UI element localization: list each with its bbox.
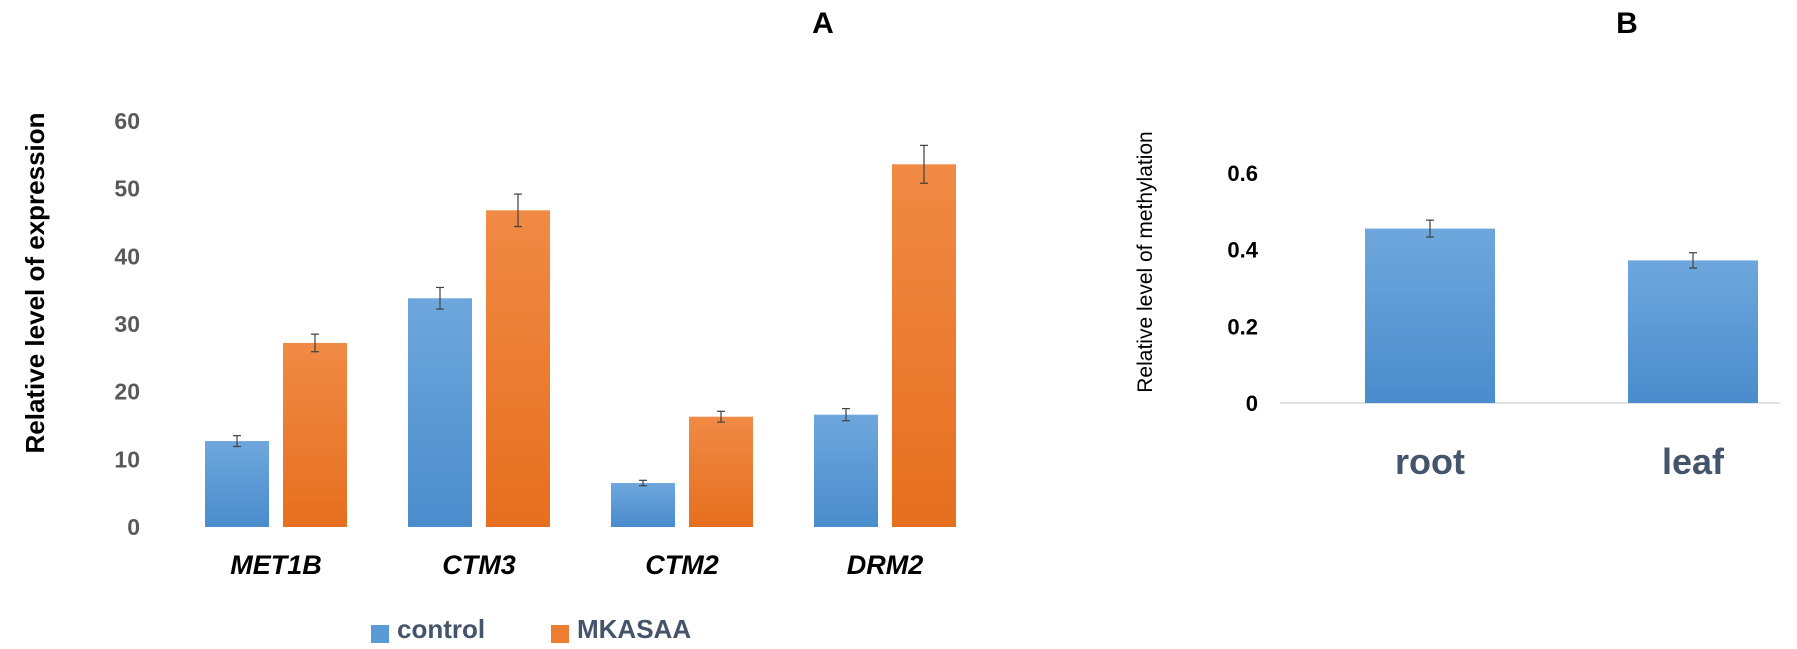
panel-b-label: B [1616, 7, 1638, 40]
chart-panel-a: A Relative level of expression 0 10 20 30 40… [20, 7, 956, 644]
error-bar-mkasaa-met1b [311, 333, 319, 353]
x-category-ctm2: CTM2 [645, 550, 719, 580]
panel-a-y-tick-label: 0 [127, 514, 140, 540]
panel-a-y-tick-label: 10 [114, 446, 140, 472]
bar-control-ctm2 [611, 483, 675, 527]
error-bar-mkasaa-ctm2 [717, 410, 725, 423]
x-category-drm2: DRM2 [847, 550, 924, 580]
error-bar-control-ctm2 [639, 479, 647, 487]
error-bar-control-drm2 [842, 407, 850, 422]
panel-b-y-tick-label: 0.6 [1227, 161, 1258, 186]
bar-control-drm2 [814, 414, 878, 527]
panel-a-y-ticks: 0 10 20 30 40 50 60 [114, 108, 140, 540]
legend: control MKASAA [371, 614, 691, 644]
legend-swatch-mkasaa [551, 625, 569, 643]
error-bar-control-met1b [233, 435, 241, 448]
panel-b-y-axis-label: Relative level of methylation [1134, 131, 1157, 392]
x-category-leaf: leaf [1662, 441, 1725, 482]
x-category-root: root [1395, 441, 1465, 482]
panel-a-y-tick-label: 50 [114, 176, 140, 202]
bar-mkasaa-ctm3 [486, 210, 550, 527]
legend-swatch-control [371, 625, 389, 643]
bar-control-met1b [205, 441, 269, 527]
bar-mkasaa-met1b [283, 342, 347, 527]
bar-root [1365, 228, 1495, 403]
panel-b-bars [1365, 228, 1758, 403]
panel-a-categories: MET1B CTM3 CTM2 DRM2 [230, 550, 923, 580]
panel-a-y-tick-label: 20 [114, 379, 140, 405]
bar-mkasaa-ctm2 [689, 416, 753, 527]
legend-label-control: control [397, 614, 485, 644]
bar-leaf [1628, 260, 1758, 403]
panel-b-categories: root leaf [1395, 441, 1725, 482]
error-bar-root [1426, 219, 1434, 238]
error-bar-control-ctm3 [436, 286, 444, 310]
legend-label-mkasaa: MKASAA [577, 614, 691, 644]
panel-a-y-tick-label: 40 [114, 243, 140, 269]
error-bar-mkasaa-drm2 [920, 144, 928, 184]
panel-b-y-tick-label: 0.4 [1227, 238, 1258, 263]
panel-a-y-tick-label: 60 [114, 108, 140, 134]
panel-b-y-ticks: 0 0.2 0.4 0.6 [1227, 161, 1258, 416]
error-bar-leaf [1689, 252, 1697, 269]
panel-a-y-axis-label: Relative level of expression [20, 112, 50, 453]
panel-b-y-tick-label: 0.2 [1227, 314, 1258, 339]
x-category-met1b: MET1B [230, 550, 322, 580]
error-bar-mkasaa-ctm3 [514, 193, 522, 228]
panel-a-bars [205, 164, 956, 527]
chart-panel-b: B Relative level of methylation 00.20.40… [1134, 7, 1780, 482]
panel-b-y-tick-label: 0 [1246, 391, 1258, 416]
panel-a-label: A [812, 7, 834, 40]
panel-a-y-tick-label: 30 [114, 311, 140, 337]
panel-b-error-bars [1426, 219, 1697, 269]
x-category-ctm3: CTM3 [442, 550, 516, 580]
bar-control-ctm3 [408, 298, 472, 527]
panel-a-error-bars [233, 144, 928, 487]
bar-mkasaa-drm2 [892, 164, 956, 527]
